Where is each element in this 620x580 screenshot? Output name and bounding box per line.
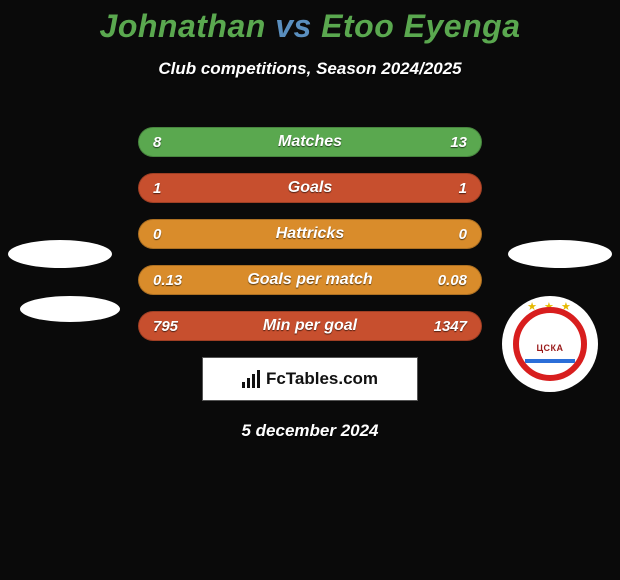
player2-name: Etoo Eyenga bbox=[321, 8, 520, 44]
badge-ring-icon: ЦСКА bbox=[513, 307, 587, 381]
vs-label: vs bbox=[275, 8, 312, 44]
brand-box: FcTables.com bbox=[202, 357, 418, 401]
brand-text: FcTables.com bbox=[266, 369, 378, 389]
stat-label: Matches bbox=[139, 133, 481, 151]
badge-band-icon bbox=[525, 359, 575, 363]
page-title: Johnathan vs Etoo Eyenga bbox=[0, 0, 620, 45]
stats-list: 8 Matches 13 1 Goals 1 0 Hattricks 0 0.1… bbox=[138, 127, 482, 341]
stat-hattricks: 0 Hattricks 0 bbox=[138, 219, 482, 249]
bar-chart-icon bbox=[242, 370, 260, 388]
stat-goals-per-match: 0.13 Goals per match 0.08 bbox=[138, 265, 482, 295]
stat-label: Min per goal bbox=[139, 317, 481, 335]
comparison-infographic: { "title": { "player1": "Johnathan", "vs… bbox=[0, 0, 620, 580]
stat-label: Goals bbox=[139, 179, 481, 197]
stat-min-per-goal: 795 Min per goal 1347 bbox=[138, 311, 482, 341]
left-club-logo-1 bbox=[8, 240, 112, 268]
stat-matches: 8 Matches 13 bbox=[138, 127, 482, 157]
stat-label: Hattricks bbox=[139, 225, 481, 243]
right-club-badge: ★ ★ ★ ЦСКА bbox=[502, 296, 598, 392]
stat-label: Goals per match bbox=[139, 271, 481, 289]
badge-stars-icon: ★ ★ ★ bbox=[527, 300, 573, 313]
subtitle: Club competitions, Season 2024/2025 bbox=[0, 59, 620, 79]
left-club-logo-2 bbox=[20, 296, 120, 322]
badge-text: ЦСКА bbox=[536, 343, 563, 353]
right-club-logo-1 bbox=[508, 240, 612, 268]
player1-name: Johnathan bbox=[100, 8, 266, 44]
stat-goals: 1 Goals 1 bbox=[138, 173, 482, 203]
footer-date: 5 december 2024 bbox=[0, 421, 620, 441]
